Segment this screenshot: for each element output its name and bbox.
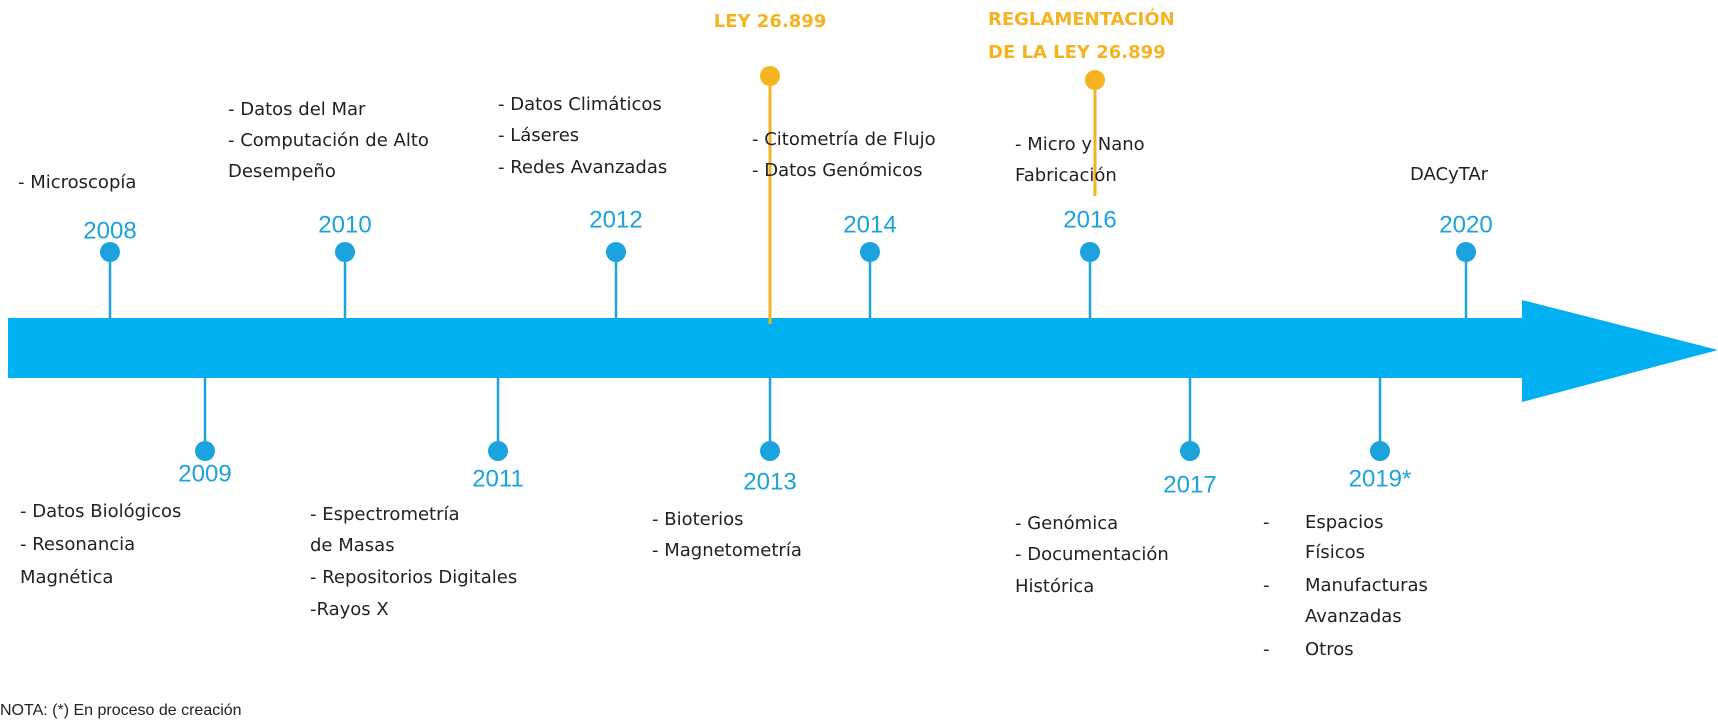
event-dot <box>1080 242 1100 262</box>
event-item: Histórica <box>1015 576 1094 597</box>
event-year: 2019* <box>1349 465 1412 492</box>
event-item: de Masas <box>310 535 395 556</box>
milestone-label: REGLAMENTACIÓN <box>988 8 1175 30</box>
event-dot <box>606 242 626 262</box>
milestone-dot <box>1085 70 1105 90</box>
event-year: 2014 <box>843 211 896 238</box>
event-item: Desempeño <box>228 161 336 182</box>
event-year: 2020 <box>1439 211 1492 238</box>
event-dot <box>760 441 780 461</box>
event-item: - Citometría de Flujo <box>752 129 936 150</box>
event-item: - Datos Genómicos <box>752 160 923 181</box>
event-year: 2008 <box>83 217 136 244</box>
event-item: - Genómica <box>1015 513 1118 534</box>
event-item: - <box>1263 639 1270 660</box>
event-item: - Documentación <box>1015 544 1169 565</box>
event-item: Magnética <box>20 567 113 588</box>
event-item: Manufacturas <box>1305 575 1428 596</box>
event-item: - <box>1263 575 1270 596</box>
event-item: - Magnetometría <box>652 540 802 561</box>
event-item: - Láseres <box>498 125 579 146</box>
event-item: - Microscopía <box>18 172 136 193</box>
event-dot <box>100 242 120 262</box>
event-dot <box>860 242 880 262</box>
event-item: Avanzadas <box>1305 606 1402 627</box>
event-year: 2016 <box>1063 206 1116 233</box>
event-item: - Datos del Mar <box>228 99 366 120</box>
event-item: - Datos Climáticos <box>498 94 662 115</box>
event-item: - Micro y Nano <box>1015 134 1145 155</box>
milestone-label: LEY 26.899 <box>714 11 827 32</box>
event-item: - <box>1263 512 1270 533</box>
event-item: - Computación de Alto <box>228 130 429 151</box>
event-item: -Rayos X <box>310 599 389 620</box>
event-year: 2012 <box>589 206 642 233</box>
milestone-dot <box>760 66 780 86</box>
event-dot <box>1180 441 1200 461</box>
event-year: 2013 <box>743 468 796 495</box>
event-dot <box>1456 242 1476 262</box>
event-item: Espacios <box>1305 512 1384 533</box>
event-dot <box>488 441 508 461</box>
event-year: 2011 <box>472 465 524 492</box>
event-item: Otros <box>1305 639 1354 660</box>
event-item: DACyTAr <box>1410 164 1489 185</box>
timeline-arrow <box>8 300 1718 402</box>
event-item: - Redes Avanzadas <box>498 157 667 178</box>
event-dot <box>335 242 355 262</box>
event-item: - Espectrometría <box>310 504 460 525</box>
event-item: Fabricación <box>1015 165 1117 186</box>
event-item: - Repositorios Digitales <box>310 567 517 588</box>
event-year: 2017 <box>1163 471 1216 498</box>
note: NOTA: (*) En proceso de creación <box>0 702 242 719</box>
event-dot <box>1370 441 1390 461</box>
event-item: - Bioterios <box>652 509 744 530</box>
event-item: - Resonancia <box>20 534 135 555</box>
event-item: - Datos Biológicos <box>20 501 181 522</box>
event-year: 2010 <box>318 211 371 238</box>
event-dot <box>195 441 215 461</box>
milestone-label: DE LA LEY 26.899 <box>988 42 1166 63</box>
event-item: Físicos <box>1305 542 1365 563</box>
event-year: 2009 <box>178 460 231 487</box>
